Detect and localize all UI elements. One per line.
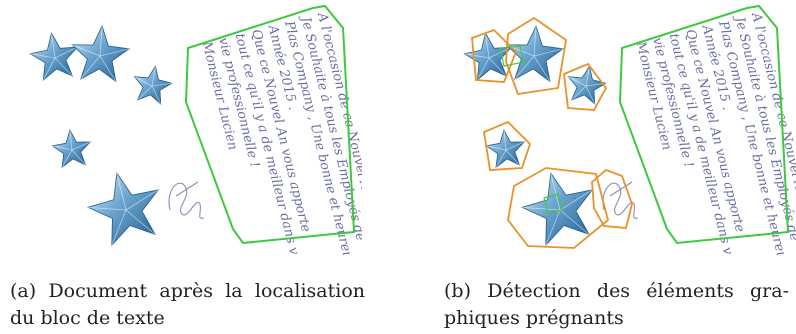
caption-a-line2: du bloc de texte bbox=[10, 307, 165, 329]
star-icon bbox=[86, 172, 160, 247]
star-icon bbox=[463, 32, 513, 82]
graphic-element-outline bbox=[471, 28, 518, 83]
caption-a-line1: (a) Document après la localisation bbox=[10, 280, 365, 302]
caption-b-line2: phiques prégnants bbox=[444, 307, 624, 329]
star-icon bbox=[485, 129, 526, 169]
text-block-outline bbox=[184, 4, 356, 245]
text-block-outline bbox=[618, 4, 790, 245]
caption-b: (b) Détection des éléments gra- phiques … bbox=[444, 278, 789, 332]
star-icon bbox=[520, 172, 594, 247]
caption-b-line1: (b) Détection des éléments gra- bbox=[444, 280, 790, 302]
inner-detection-outline bbox=[543, 193, 563, 215]
star-icon bbox=[71, 24, 131, 83]
panel-b-detection: A l'occasion de ce Nouvel An Je Souhaite … bbox=[434, 0, 796, 255]
star-icon bbox=[29, 32, 79, 82]
inner-detection-outline bbox=[499, 45, 525, 67]
graphic-element-outline bbox=[591, 168, 633, 229]
signature-icon bbox=[602, 181, 639, 219]
star-icon bbox=[505, 24, 565, 83]
panel-a-document: A l'occasion de ce Nouvel An Je Souhaite … bbox=[0, 0, 362, 255]
caption-a: (a) Document après la localisation du bl… bbox=[10, 278, 365, 332]
star-icon bbox=[133, 65, 173, 105]
signature-icon bbox=[168, 181, 205, 219]
graphic-element-outline bbox=[507, 167, 610, 249]
star-icon bbox=[51, 129, 92, 169]
graphic-element-outline bbox=[483, 120, 532, 171]
graphic-element-outline bbox=[505, 16, 567, 95]
graphic-element-outline bbox=[563, 62, 608, 111]
